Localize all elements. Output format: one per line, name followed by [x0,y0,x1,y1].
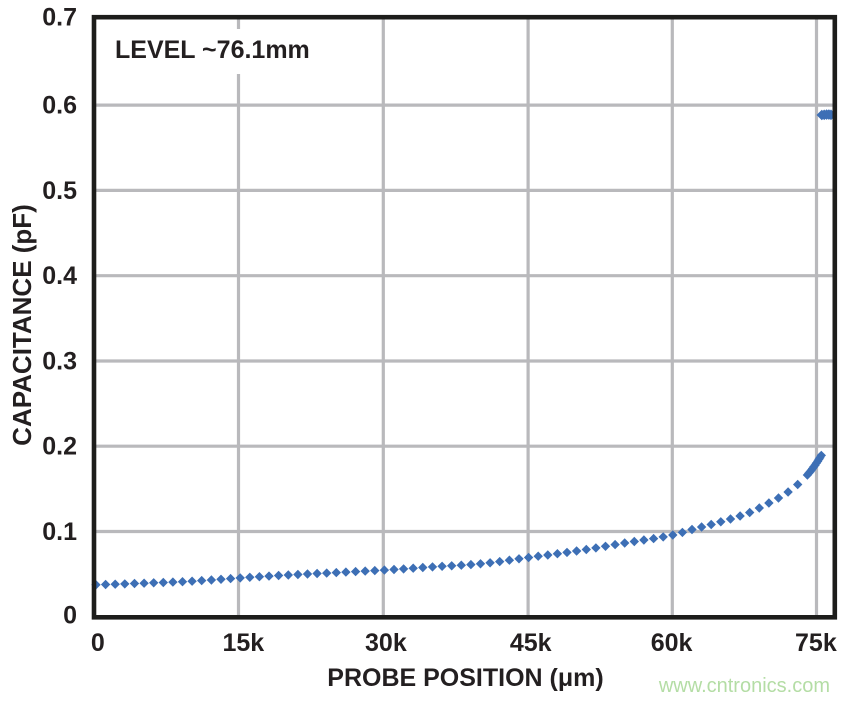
svg-text:15k: 15k [222,629,264,657]
svg-text:0.2: 0.2 [42,433,77,461]
svg-text:0.3: 0.3 [42,348,77,376]
svg-text:CAPACITANCE (pF): CAPACITANCE (pF) [7,204,37,446]
svg-text:LEVEL ~76.1mm: LEVEL ~76.1mm [115,36,310,64]
svg-text:75k: 75k [795,629,837,657]
svg-text:0.4: 0.4 [42,262,77,290]
svg-text:0.1: 0.1 [42,518,77,546]
svg-text:0: 0 [63,601,77,629]
svg-text:60k: 60k [651,629,693,657]
svg-text:0.5: 0.5 [42,177,77,205]
svg-text:0: 0 [91,629,105,657]
svg-text:www.cntronics.com: www.cntronics.com [658,675,830,697]
svg-text:30k: 30k [365,629,407,657]
svg-text:0.6: 0.6 [42,92,77,120]
svg-text:45k: 45k [510,629,552,657]
svg-text:0.7: 0.7 [42,3,77,31]
svg-text:PROBE POSITION (μm): PROBE POSITION (μm) [327,664,603,692]
